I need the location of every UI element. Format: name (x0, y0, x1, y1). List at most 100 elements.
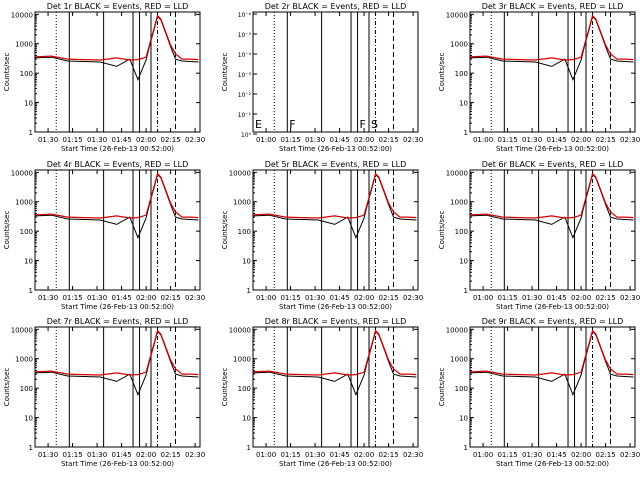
x-tick-label: 01:45 (329, 294, 349, 302)
y-tick-label: 100 (20, 70, 33, 78)
panel-title: Det 4r BLACK = Events, RED = LLD (47, 160, 189, 169)
series-lld-line (34, 329, 199, 376)
x-tick-label: 02:00 (571, 451, 591, 459)
y-axis-label: Counts/sec (3, 368, 11, 407)
x-tick-label: 02:00 (136, 136, 156, 144)
x-tick-label: 02:00 (354, 136, 374, 144)
x-tick-label: 01:45 (329, 136, 349, 144)
x-tick-label: 02:00 (571, 294, 591, 302)
y-axis-label: Counts/sec (3, 53, 11, 92)
y-tick-label: 1 (29, 129, 33, 137)
y-tick-label: 10000 (446, 11, 468, 19)
y-tick-label: 1000 (15, 199, 33, 207)
x-tick-label: 01:30 (87, 136, 107, 144)
panel-title: Det 1r BLACK = Events, RED = LLD (47, 2, 189, 11)
y-tick-label: 100 (455, 385, 468, 393)
x-tick-label: 01:00 (256, 451, 276, 459)
series-events-line (252, 173, 417, 240)
x-axis-label: Start Time (26-Feb-13 00:52:00) (279, 145, 392, 153)
y-tick-label: 1 (464, 287, 468, 295)
x-tick-label: 01:30 (305, 451, 325, 459)
x-tick-label: 01:45 (111, 136, 131, 144)
x-tick-label: 02:30 (620, 451, 640, 459)
panel-title: Det 7r BLACK = Events, RED = LLD (47, 317, 189, 326)
x-tick-label: 01:00 (473, 451, 493, 459)
x-tick-label: 01:45 (111, 451, 131, 459)
x-tick-label: 01:30 (38, 136, 58, 144)
y-tick-label: 1000 (450, 199, 468, 207)
x-tick-label: 02:15 (379, 294, 399, 302)
panel-title: Det 5r BLACK = Events, RED = LLD (265, 160, 407, 169)
x-tick-label: 01:30 (87, 451, 107, 459)
y-tick-label: 10000 (11, 326, 33, 334)
x-axis-label: Start Time (26-Feb-13 00:52:00) (61, 145, 174, 153)
y-axis-label: Counts/sec (438, 53, 446, 92)
x-tick-label: 02:15 (596, 294, 616, 302)
x-axis-label: Start Time (26-Feb-13 00:52:00) (496, 303, 609, 311)
y-axis-label: Counts/sec (438, 211, 446, 250)
series-lld-line (34, 172, 199, 219)
plot-frame (252, 326, 419, 448)
y-tick-label: 10000 (11, 169, 33, 177)
y-tick-label: 1 (464, 129, 468, 137)
x-tick-label: 02:15 (596, 451, 616, 459)
x-tick-label: 01:15 (497, 136, 517, 144)
x-tick-label: 01:30 (38, 294, 58, 302)
x-tick-label: 01:30 (522, 136, 542, 144)
series-lld-line (469, 14, 634, 61)
y-tick-label: 100 (20, 385, 33, 393)
plot-frame (252, 11, 419, 133)
y-tick-label: 1000 (15, 41, 33, 49)
series-lld-line (469, 172, 634, 219)
x-tick-label: 01:00 (473, 136, 493, 144)
x-axis-label: Start Time (26-Feb-13 00:52:00) (61, 303, 174, 311)
x-tick-label: 02:30 (403, 294, 423, 302)
y-tick-label: 10 (242, 258, 251, 266)
x-tick-label: 02:30 (620, 136, 640, 144)
y-tick-label: 10 (459, 415, 468, 423)
x-tick-label: 01:15 (62, 136, 82, 144)
y-tick-label: 10000 (229, 169, 251, 177)
y-tick-label: 1 (247, 444, 251, 452)
panel-8: Det 8r BLACK = Events, RED = LLD 01:00 01:… (221, 317, 423, 468)
plot-frame (469, 11, 636, 133)
x-tick-label: 02:00 (136, 294, 156, 302)
panel-title: Det 8r BLACK = Events, RED = LLD (265, 317, 407, 326)
event-marker-label: F (289, 118, 295, 131)
x-tick-label: 02:00 (354, 451, 374, 459)
y-tick-label: 10⁻² (238, 92, 252, 99)
panel-6: Det 6r BLACK = Events, RED = LLD 01:00 01:… (438, 160, 640, 311)
plot-frame (469, 326, 636, 448)
y-axis-label: Counts/sec (438, 368, 446, 407)
x-tick-label: 02:30 (185, 451, 205, 459)
y-tick-label: 100 (455, 228, 468, 236)
plot-frame (34, 11, 201, 133)
series-lld-line (34, 14, 199, 61)
x-tick-label: 01:00 (473, 294, 493, 302)
series-events-line (34, 173, 199, 240)
series-events-line (252, 330, 417, 397)
plot-frame (469, 169, 636, 291)
y-tick-label: 10 (459, 100, 468, 108)
y-tick-label: 10⁻⁵ (238, 32, 252, 39)
x-tick-label: 01:30 (87, 294, 107, 302)
panel-3: Det 3r BLACK = Events, RED = LLD 01:00 01:… (438, 2, 640, 153)
y-tick-label: 100 (20, 228, 33, 236)
x-tick-label: 01:15 (497, 294, 517, 302)
x-tick-label: 02:30 (403, 451, 423, 459)
y-tick-label: 1000 (233, 199, 251, 207)
y-axis-label: Counts/sec (221, 53, 229, 92)
event-marker-label: F (360, 118, 366, 131)
y-tick-label: 1000 (233, 356, 251, 364)
series-events-line (469, 173, 634, 240)
event-marker-label: E (255, 118, 262, 131)
panel-4: Det 4r BLACK = Events, RED = LLD 01:30 01:… (3, 160, 205, 311)
x-tick-label: 01:15 (280, 136, 300, 144)
series-events-line (469, 15, 634, 82)
x-tick-label: 01:30 (522, 294, 542, 302)
y-tick-label: 10 (24, 258, 33, 266)
panel-7: Det 7r BLACK = Events, RED = LLD 01:30 01:… (3, 317, 205, 468)
x-axis-label: Start Time (26-Feb-13 00:52:00) (279, 460, 392, 468)
x-tick-label: 01:45 (546, 451, 566, 459)
y-tick-label: 10 (242, 415, 251, 423)
